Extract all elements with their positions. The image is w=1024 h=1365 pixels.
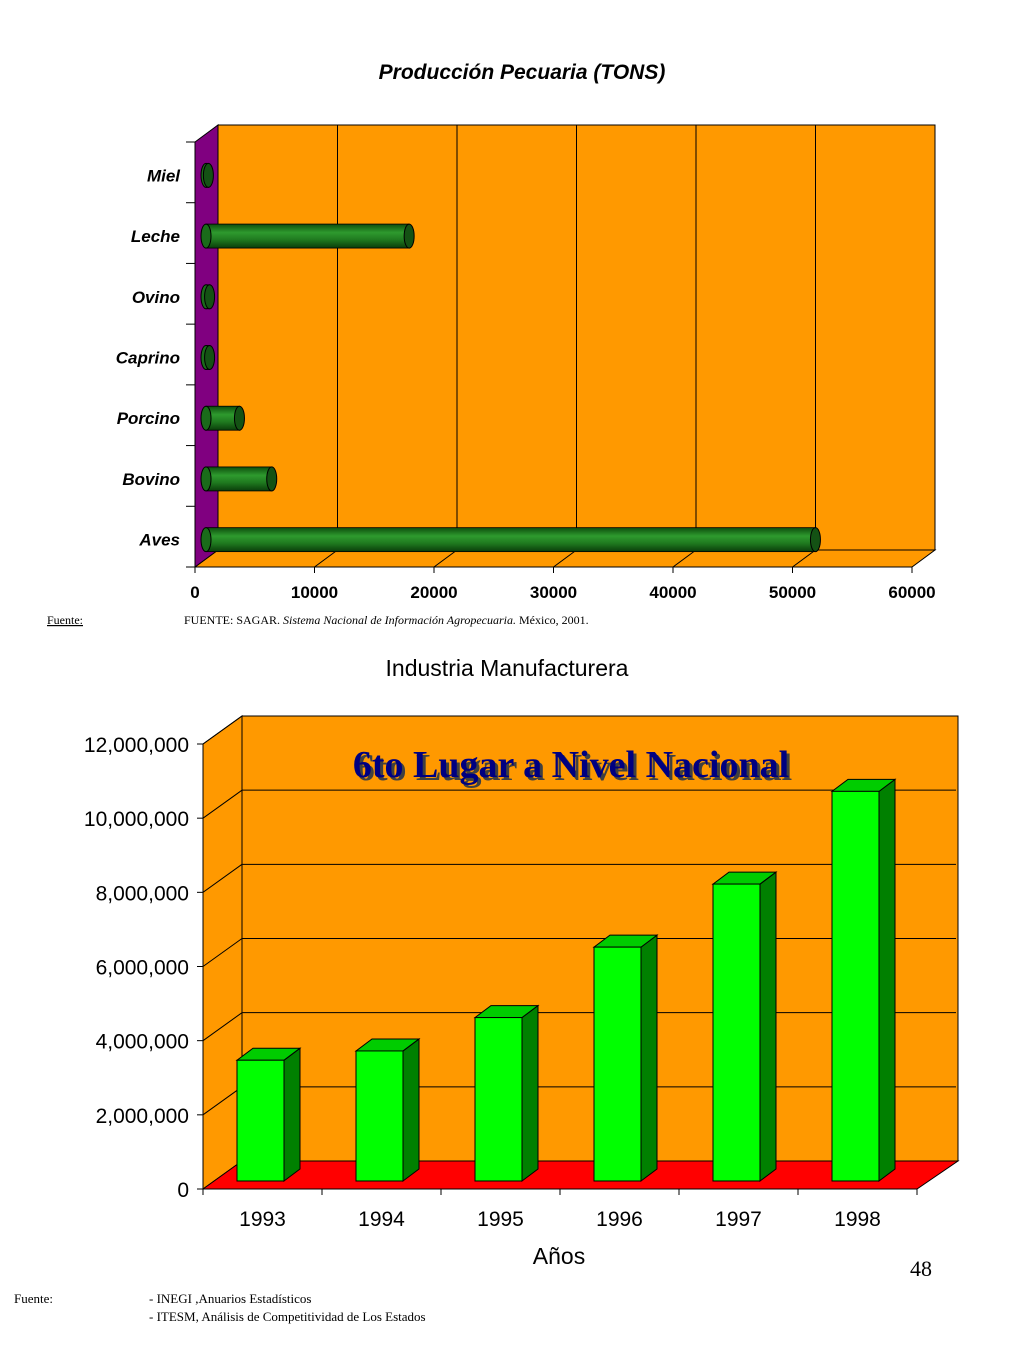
x-tick-label: 40000 [649,583,696,602]
bar-cap-start [200,223,212,249]
category-label: Porcino [117,409,180,428]
category-label: Miel [147,166,181,185]
bar-cap-end [204,345,216,370]
x-tick-label: 10000 [291,583,338,602]
bar-cap-end [809,527,821,553]
chart2-source-line: - INEGI ,Anuarios Estadísticos [149,1291,311,1306]
y-tick-label: 6,000,000 [96,957,189,980]
category-label: Ovino [132,288,180,307]
bar-body [205,223,410,249]
category-label: Leche [131,227,180,246]
bar [830,778,897,1182]
bar [235,1047,302,1182]
chart2-bars [235,778,897,1182]
bar-front [712,883,761,1182]
chart1-source-text: FUENTE: SAGAR. Sistema Nacional de Infor… [184,613,589,627]
bar-cap-end [202,162,214,188]
x-tick-label: 0 [190,583,199,602]
x-tick-label: 50000 [769,583,816,602]
bar [200,284,216,310]
chart1-bars [200,162,821,553]
bar [354,1037,421,1182]
bar-cap-start [200,405,212,431]
bar-cap-end [233,405,245,431]
gridline [314,549,338,568]
category-label: Aves [138,531,180,550]
bar [711,871,778,1182]
y-tick-label: 8,000,000 [96,882,189,905]
gridline [433,549,458,568]
gridline [202,1012,243,1042]
bar-cap-start [200,527,212,553]
bar-front [355,1050,404,1182]
y-tick-label: 12,000,000 [84,734,189,757]
gridline [553,549,577,568]
gridline [202,715,243,745]
chart2-source-label: Fuente: [14,1291,53,1306]
chart2-x-tick-labels: 1993 1994 1995 1996 1997 1998 [239,1208,881,1231]
chart2-title: Industria Manufacturera [386,655,629,681]
bar [473,1004,540,1182]
y-tick-label: 2,000,000 [96,1105,189,1128]
x-tick-label: 1993 [239,1208,286,1231]
category-label: Bovino [122,470,180,489]
chart1-gridlines [194,125,913,573]
chart-produccion-pecuaria: Producción Pecuaria (TONS) Miel Leche Ovin… [116,61,937,602]
x-tick-label: 1998 [834,1208,881,1231]
x-tick-label: 1994 [358,1208,405,1231]
bar [200,527,821,553]
gridline [202,789,243,819]
bar [200,345,216,370]
chart1-category-labels: Miel Leche Ovino Caprino Porcino Bovino Aves [116,141,195,568]
bar-side [759,871,777,1182]
x-tick-label: 30000 [530,583,577,602]
bar-side [521,1004,539,1182]
bar-side [283,1047,301,1182]
bar-side [878,778,896,1182]
category-label: Caprino [116,349,180,368]
y-tick-label: 0 [177,1179,189,1202]
x-tick-label: 60000 [888,583,935,602]
chart1-source-label: Fuente: [47,613,83,627]
bar-cap-end [204,284,216,310]
bar-cap-end [403,223,415,249]
chart2-annotation: 6to Lugar a Nivel Nacional [353,744,789,786]
x-tick-label: 1995 [477,1208,524,1231]
bar-cap-end [266,466,278,492]
x-tick-label: 1997 [715,1208,762,1231]
bar [200,405,245,431]
bar-front [474,1017,523,1182]
chart2-x-axis-label: Años [533,1243,585,1269]
y-tick-label: 10,000,000 [84,808,189,831]
chart2-annotation-shadow: 6to Lugar a Nivel Nacional [356,747,792,789]
bar [200,223,415,249]
bar-front [831,790,880,1182]
chart1-title: Producción Pecuaria (TONS) [379,61,666,84]
bar [200,162,214,188]
x-tick-label: 20000 [410,583,457,602]
bar-side [640,934,658,1182]
bar [200,466,278,492]
x-tick-label: 1996 [596,1208,643,1231]
gridline [202,938,243,967]
gridline [672,549,697,568]
chart1-x-tick-labels: 0 10000 20000 30000 40000 50000 60000 [190,583,935,602]
bar-body [205,405,240,431]
bar-body [205,466,273,492]
chart2-y-tick-labels: 0 2,000,000 4,000,000 6,000,000 8,000,000 10,… [84,734,189,1202]
gridline [792,549,816,568]
bar-body [205,527,816,553]
bar-side [402,1037,420,1182]
bar-cap-start [200,466,212,492]
bar-front [236,1059,285,1182]
chart-industria-manufacturera: Industria Manufacturera 6to Lugar a Nive… [84,655,960,1269]
gridline [202,1086,243,1116]
bar [592,934,659,1182]
page-number: 48 [910,1256,932,1281]
y-tick-label: 4,000,000 [96,1031,189,1054]
chart2-source-line: - ITESM, Análisis de Competitividad de L… [149,1309,426,1324]
gridline [202,863,243,893]
bar-front [593,946,642,1182]
